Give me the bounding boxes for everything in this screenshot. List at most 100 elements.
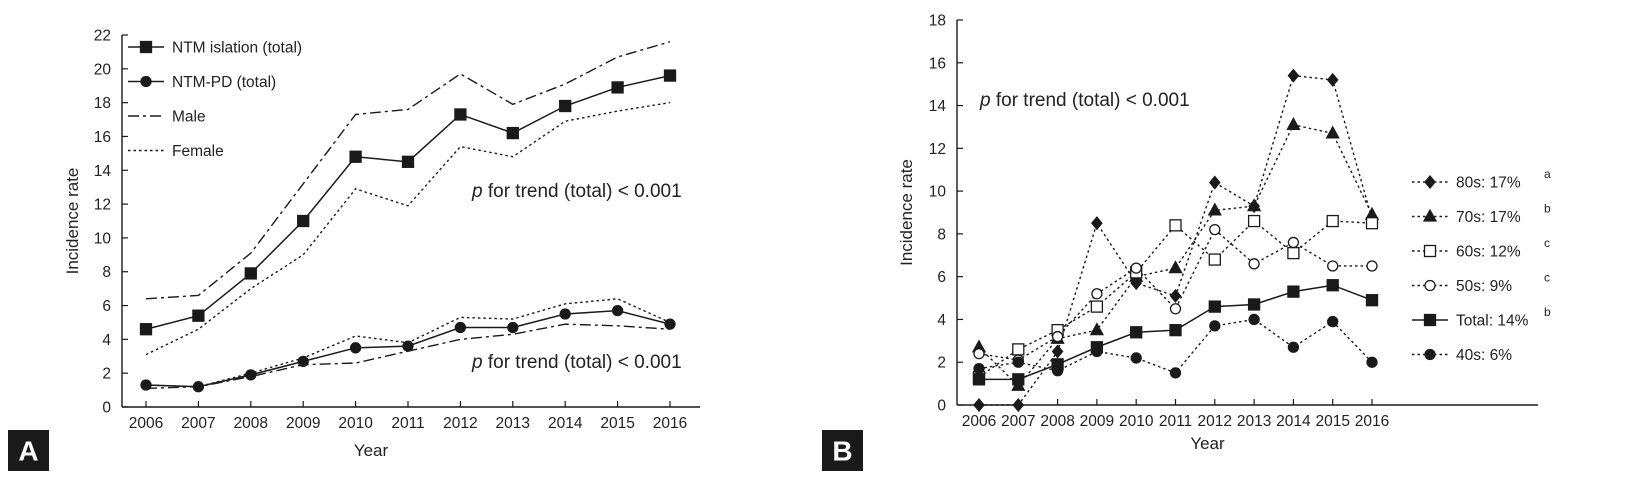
y-tick-label: 0 xyxy=(937,398,946,415)
data-point xyxy=(1248,313,1260,326)
x-tick-label: 2014 xyxy=(548,415,583,432)
y-tick-label: 8 xyxy=(102,264,111,281)
legend-label: 60s: 12% xyxy=(1456,244,1521,261)
panel-label-box xyxy=(8,430,49,471)
legend-marker xyxy=(1424,174,1436,190)
data-point xyxy=(1287,285,1300,298)
legend-label: 70s: 17% xyxy=(1456,209,1521,226)
y-tick-label: 12 xyxy=(929,141,946,158)
data-point xyxy=(1365,294,1379,307)
y-tick-label: 14 xyxy=(94,163,112,180)
data-point xyxy=(1051,330,1064,343)
legend: 80s: 17% a 70s: 17% b 60s: 12% c 50s: 9% c Total… xyxy=(1412,167,1551,364)
p-symbol: p xyxy=(471,352,483,373)
chart-panel-b: 0 2 4 6 8 10 12 14 16 18 2006 2007 2008 2009 2010 2011 2… xyxy=(822,13,1551,471)
y-tick-label: 16 xyxy=(929,55,946,72)
data-point xyxy=(297,355,309,367)
series-b_70s xyxy=(971,116,1380,391)
x-axis-title: Year xyxy=(1190,434,1225,453)
y-tick-label: 12 xyxy=(94,197,111,214)
x-tick-label: 2011 xyxy=(1159,413,1192,430)
y-tick-label: 0 xyxy=(102,400,111,417)
data-point xyxy=(349,342,362,354)
data-point xyxy=(1326,214,1339,228)
y-tick-label: 2 xyxy=(937,355,946,372)
x-tick-label: 2010 xyxy=(1119,413,1154,430)
legend-marker xyxy=(1422,208,1438,222)
series-line xyxy=(145,323,671,390)
x-tick-label: 2016 xyxy=(653,415,687,432)
data-point xyxy=(297,214,310,228)
legend-marker xyxy=(1423,313,1437,327)
series-a_total_iso xyxy=(139,69,677,336)
data-point xyxy=(1091,345,1103,358)
data-point xyxy=(611,304,624,317)
series-line xyxy=(978,220,1373,378)
data-point xyxy=(1012,356,1024,368)
data-point xyxy=(1365,217,1379,230)
data-point xyxy=(1051,365,1064,377)
y-tick-label: 10 xyxy=(929,184,947,201)
data-point xyxy=(349,150,362,163)
legend-label: NTM islation (total) xyxy=(172,40,302,57)
x-tick-label: 2009 xyxy=(1080,413,1114,430)
series-line xyxy=(978,124,1373,387)
data-point xyxy=(454,321,467,334)
data-point xyxy=(401,155,415,168)
data-point xyxy=(1169,219,1182,232)
x-tick-label: 2016 xyxy=(1355,413,1389,430)
data-point xyxy=(559,308,571,320)
panel-label: A xyxy=(18,436,38,467)
data-point xyxy=(611,81,624,94)
series-b_40s xyxy=(973,313,1378,379)
data-point xyxy=(664,318,676,330)
y-tick-label: 6 xyxy=(102,298,111,315)
data-point xyxy=(1051,344,1064,359)
trend-text: for trend (total) < 0.001 xyxy=(483,181,682,202)
data-point xyxy=(1012,343,1025,356)
data-point xyxy=(1012,397,1025,413)
data-point xyxy=(663,69,677,82)
series-line xyxy=(145,101,671,356)
legend-marker xyxy=(1424,279,1436,292)
trend-annotation: p for trend (total) < 0.001 xyxy=(979,90,1190,111)
data-point xyxy=(973,348,985,360)
data-point xyxy=(972,373,986,386)
legend-label: Male xyxy=(172,109,206,126)
data-point xyxy=(559,99,572,113)
x-tick-label: 2012 xyxy=(1198,413,1232,430)
data-point xyxy=(1208,175,1221,190)
data-point xyxy=(1208,253,1221,266)
legend-superscript: b xyxy=(1544,305,1551,319)
data-point xyxy=(973,397,985,413)
legend-label: Total: 14% xyxy=(1456,313,1529,330)
y-tick-label: 18 xyxy=(94,95,111,112)
p-symbol: p xyxy=(471,181,483,202)
legend: NTM islation (total) NTM-PD (total) Male Fe… xyxy=(128,40,302,160)
y-axis-title: Incidence rate xyxy=(897,159,916,266)
data-point xyxy=(1130,326,1143,339)
data-point xyxy=(1208,300,1221,313)
y-tick-label: 20 xyxy=(94,61,112,78)
series-line xyxy=(145,74,671,330)
trend-annotation: p for trend (total) < 0.001 xyxy=(471,181,682,202)
data-point xyxy=(1209,223,1221,236)
legend-superscript: c xyxy=(1544,236,1550,250)
data-point xyxy=(1090,300,1104,313)
data-point xyxy=(244,267,257,280)
y-tick-label: 6 xyxy=(937,269,946,286)
x-tick-label: 2015 xyxy=(600,415,634,432)
y-tick-label: 14 xyxy=(929,98,947,115)
data-point xyxy=(1325,125,1340,139)
x-tick-label: 2006 xyxy=(962,413,996,430)
data-point xyxy=(1326,72,1339,87)
data-point xyxy=(1012,373,1025,386)
data-point xyxy=(1287,68,1300,83)
legend-superscript: b xyxy=(1544,202,1551,216)
series-line xyxy=(145,298,671,388)
data-point xyxy=(506,126,519,140)
data-point xyxy=(1326,279,1339,292)
p-symbol: p xyxy=(979,90,991,111)
x-tick-label: 2014 xyxy=(1276,413,1311,430)
y-tick-label: 10 xyxy=(94,230,112,247)
